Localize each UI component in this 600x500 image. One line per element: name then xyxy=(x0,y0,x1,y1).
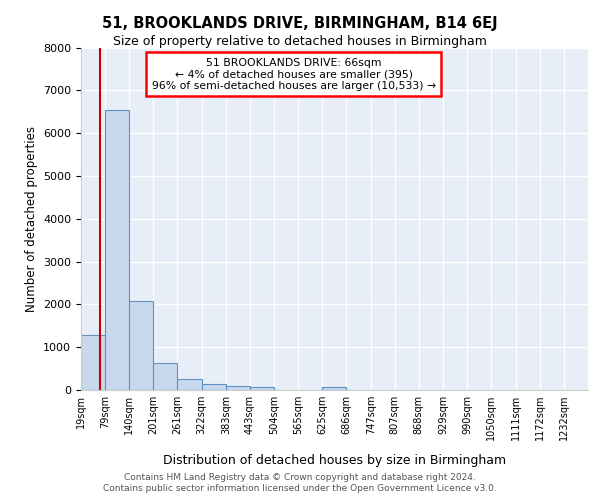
Text: 51, BROOKLANDS DRIVE, BIRMINGHAM, B14 6EJ: 51, BROOKLANDS DRIVE, BIRMINGHAM, B14 6E… xyxy=(102,16,498,31)
Text: Contains public sector information licensed under the Open Government Licence v3: Contains public sector information licen… xyxy=(103,484,497,493)
Bar xyxy=(154,363,178,390)
Text: Contains HM Land Registry data © Crown copyright and database right 2024.: Contains HM Land Registry data © Crown c… xyxy=(124,473,476,482)
Bar xyxy=(322,387,346,390)
Bar xyxy=(105,110,129,390)
Bar xyxy=(178,380,202,390)
Text: Size of property relative to detached houses in Birmingham: Size of property relative to detached ho… xyxy=(113,35,487,48)
Text: 51 BROOKLANDS DRIVE: 66sqm
← 4% of detached houses are smaller (395)
96% of semi: 51 BROOKLANDS DRIVE: 66sqm ← 4% of detac… xyxy=(152,58,436,91)
Bar xyxy=(129,300,154,390)
Bar xyxy=(226,386,250,390)
Bar xyxy=(81,335,105,390)
Bar xyxy=(202,384,226,390)
Y-axis label: Number of detached properties: Number of detached properties xyxy=(25,126,38,312)
X-axis label: Distribution of detached houses by size in Birmingham: Distribution of detached houses by size … xyxy=(163,454,506,467)
Bar xyxy=(250,388,274,390)
